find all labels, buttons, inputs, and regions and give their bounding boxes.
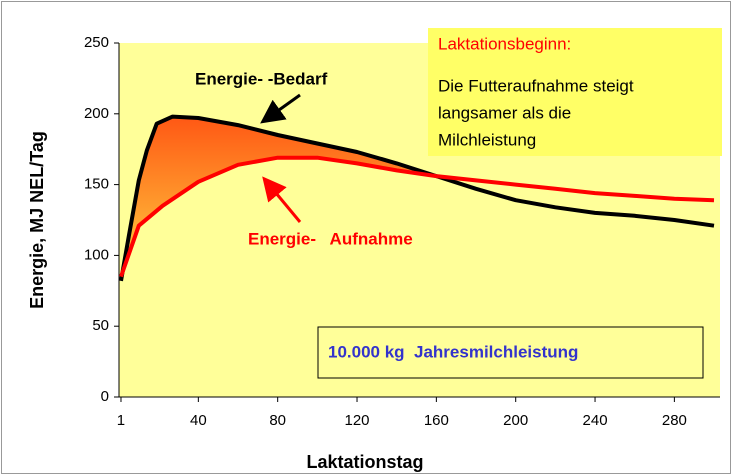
y-tick-label: 150 [84, 176, 109, 193]
x-tick-label: 40 [190, 412, 207, 429]
x-tick-label: 120 [345, 412, 370, 429]
callout-line: Milchleistung [438, 130, 536, 149]
annotation: Energie- Aufnahme [248, 229, 413, 248]
x-tick-label: 200 [503, 412, 528, 429]
x-tick-label: 160 [424, 412, 449, 429]
x-axis-label: Laktationstag [306, 452, 423, 472]
x-tick-label: 80 [269, 412, 286, 429]
info-box [317, 326, 704, 379]
series-line [119, 155, 715, 278]
series-line [119, 114, 715, 282]
y-tick-label: 100 [84, 246, 109, 263]
annotation: Energie- -Bedarf [195, 69, 328, 88]
arrow [260, 93, 301, 124]
info-text: 10.000 kg Jahresmilchleistung [328, 342, 578, 361]
callout-line: Die Futteraufnahme steigt [438, 76, 634, 95]
arrow [262, 176, 302, 223]
y-tick-label: 0 [101, 388, 109, 405]
x-tick-label: 280 [662, 412, 687, 429]
y-axis-label: Energie, MJ NEL/Tag [27, 131, 47, 309]
callout-line: langsamer als die [438, 103, 571, 122]
y-tick-label: 250 [84, 34, 109, 51]
y-tick-label: 50 [92, 317, 109, 334]
x-tick-label: 1 [117, 412, 125, 429]
callout-title: Laktationsbeginn: [438, 34, 571, 53]
y-tick-label: 200 [84, 105, 109, 122]
x-tick-label: 240 [583, 412, 608, 429]
callout-box [428, 28, 722, 156]
